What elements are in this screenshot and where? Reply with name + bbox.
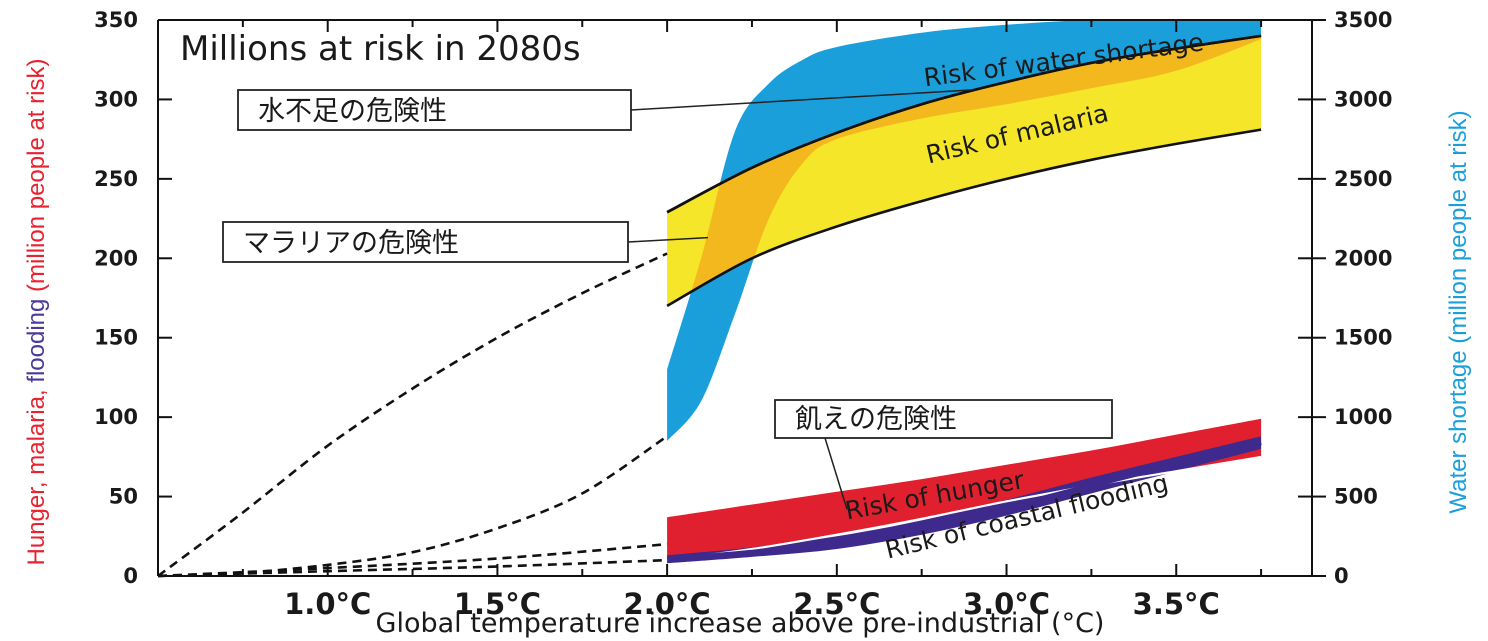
x-tick-label: 1.0°C (284, 587, 371, 621)
y-left-tick-label: 100 (94, 405, 138, 429)
callout-leader-line (824, 437, 848, 510)
risk-of-malaria-band (667, 35, 1262, 306)
y-right-tick-label: 1500 (1334, 326, 1392, 350)
y-left-tick-label: 350 (94, 8, 138, 32)
chart-axes: 1.0°C 1.5°C 2.0°C 2.5°C 3.0°C 3.5°C 0 50 100 150 2… (94, 8, 1392, 621)
y-right-tick-label: 1000 (1334, 405, 1392, 429)
risk-of-coastal-flooding-band (667, 436, 1262, 564)
callout-text: 飢えの危険性 (795, 404, 957, 435)
callout-leader-line (630, 89, 973, 111)
x-axis-label: Global temperature increase above pre-in… (376, 608, 1105, 639)
dashed-projection-3 (157, 542, 668, 578)
y-right-tick-label: 3500 (1334, 8, 1392, 32)
hunger-lower-edge-line (666, 455, 1262, 562)
y-right-tick-label: 2000 (1334, 246, 1392, 270)
y-left-tick-label: 150 (94, 326, 138, 350)
callout-leader-line (627, 236, 708, 243)
dashed-projection-4 (157, 558, 668, 578)
y-axis-left-label: Hunger, malaria, flooding (million peopl… (23, 59, 50, 566)
y-axis-right-label: Water shortage (million people at risk) (1445, 110, 1472, 513)
x-tick-label: 1.5°C (454, 587, 541, 621)
x-tick-label: 2.5°C (793, 587, 880, 621)
y-left-tick-label: 0 (123, 564, 138, 588)
y-right-tick-label: 3000 (1334, 87, 1392, 111)
risk-of-water-shortage-band (667, 19, 1262, 442)
y-right-tick-label: 2500 (1334, 167, 1392, 191)
chart-title: Millions at risk in 2080s (180, 29, 581, 69)
y-axis-left-label-part: Hunger, (23, 481, 50, 565)
y-left-tick-label: 300 (94, 87, 138, 111)
y-right-tick-label: 0 (1334, 564, 1349, 588)
x-tick-label: 3.0°C (963, 587, 1050, 621)
risk-of-hunger-band (667, 418, 1262, 561)
chart-lines (157, 34, 1262, 578)
y-axis-left-label-part: malaria, (23, 389, 50, 481)
y-right-tick-label: 500 (1334, 485, 1378, 509)
malaria-lower-line (666, 128, 1262, 308)
dashed-projection-1 (157, 252, 668, 578)
callout-text: 水不足の危険性 (258, 96, 447, 127)
x-tick-label: 2.0°C (624, 587, 711, 621)
callout-box (774, 399, 1113, 439)
y-left-tick-label: 250 (94, 167, 138, 191)
y-left-tick-label: 50 (109, 485, 138, 509)
y-axis-left-label-part: (million people at risk) (23, 59, 50, 299)
callout-box (222, 221, 629, 263)
water-shortage-median-line (666, 34, 1262, 214)
y-axis-left-label-part: flooding (23, 299, 50, 390)
callout-text: マラリアの危険性 (243, 228, 459, 259)
y-left-tick-label: 200 (94, 246, 138, 270)
dashed-projection-2 (157, 435, 668, 578)
coastal-flooding-line (666, 440, 1262, 562)
x-tick-label: 3.5°C (1133, 587, 1220, 621)
chart-areas (667, 19, 1262, 564)
